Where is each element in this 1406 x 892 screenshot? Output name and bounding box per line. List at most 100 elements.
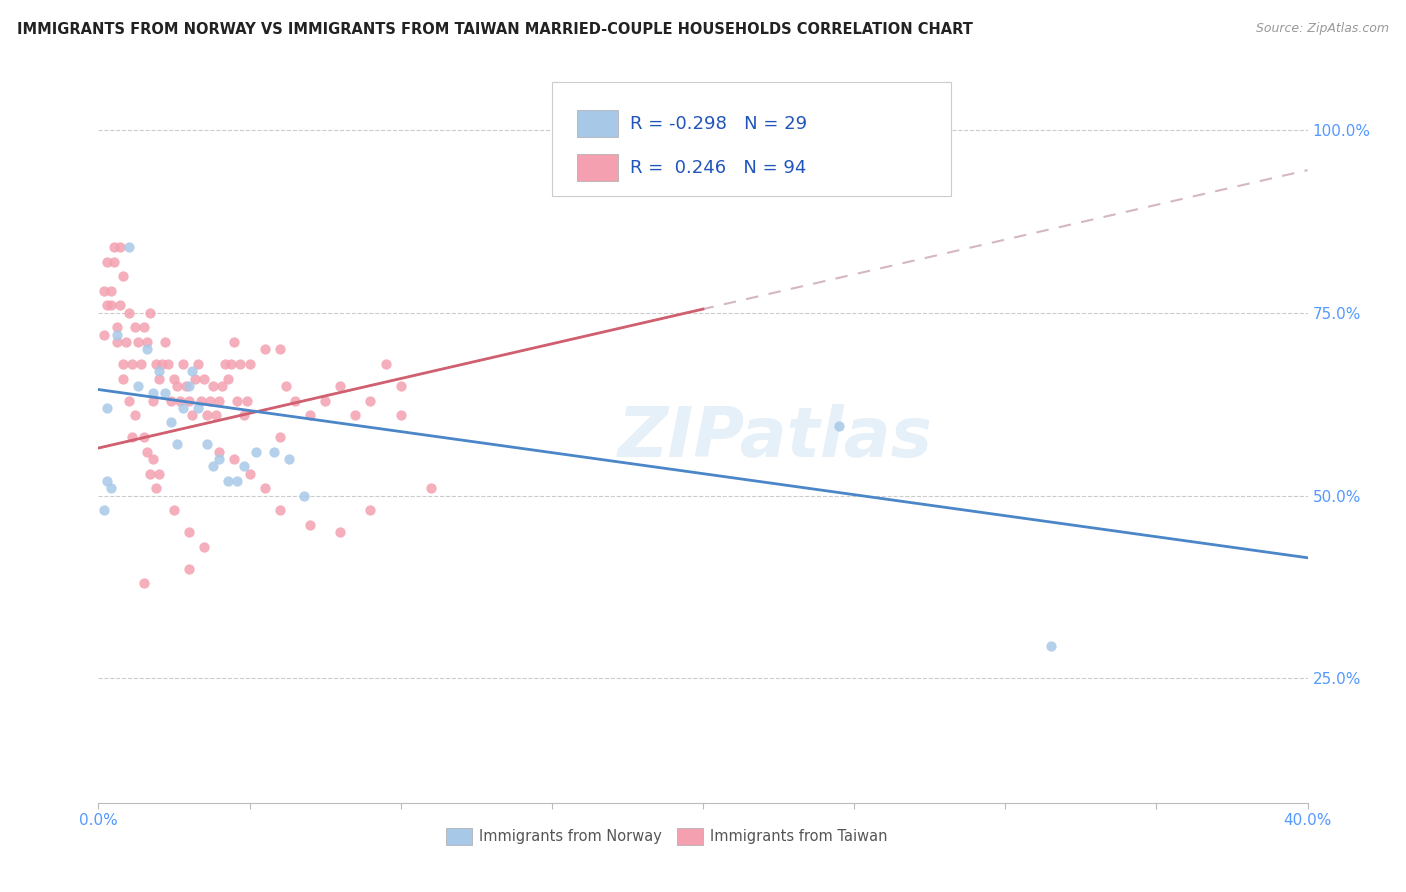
Point (132, 430, 155, 444)
Point (284, 393, 307, 408)
Point (100, 298, 122, 312)
Point (172, 357, 194, 371)
Point (105, 334, 128, 349)
Point (160, 393, 183, 408)
Point (202, 379, 225, 393)
Point (148, 467, 170, 481)
Point (139, 306, 162, 320)
Point (96, 474, 118, 488)
Point (124, 320, 146, 334)
Point (389, 408, 412, 422)
Point (389, 379, 412, 393)
Point (374, 357, 396, 371)
Point (235, 393, 257, 408)
Point (96, 401, 118, 415)
Point (195, 437, 218, 451)
Legend: Immigrants from Norway, Immigrants from Taiwan: Immigrants from Norway, Immigrants from … (440, 822, 894, 850)
Point (153, 334, 176, 349)
Point (96, 254, 118, 268)
Point (221, 357, 243, 371)
Point (148, 371, 170, 385)
Point (193, 371, 215, 385)
Point (114, 334, 136, 349)
Point (828, 419, 851, 434)
Point (100, 284, 122, 298)
Y-axis label: Married-couple Households: Married-couple Households (0, 337, 7, 537)
Point (253, 481, 276, 495)
Point (121, 430, 143, 444)
Point (226, 474, 249, 488)
Point (105, 327, 128, 342)
Point (121, 357, 143, 371)
Point (184, 371, 207, 385)
Point (169, 393, 191, 408)
FancyBboxPatch shape (578, 110, 619, 137)
Point (187, 401, 209, 415)
Point (344, 408, 367, 422)
Point (200, 393, 222, 408)
Point (111, 357, 134, 371)
Point (163, 371, 186, 385)
Point (160, 416, 183, 430)
Point (129, 357, 152, 371)
Point (139, 467, 162, 481)
Point (329, 379, 352, 393)
Point (100, 481, 122, 495)
Point (127, 379, 149, 393)
Point (142, 393, 165, 408)
Point (211, 379, 233, 393)
Point (232, 459, 254, 474)
Point (360, 393, 382, 408)
Point (205, 408, 228, 422)
Point (202, 459, 225, 474)
Point (269, 343, 291, 357)
Point (245, 444, 267, 458)
Point (292, 489, 315, 503)
Text: R = -0.298   N = 29: R = -0.298 N = 29 (630, 115, 807, 133)
Point (93, 284, 115, 298)
Point (111, 269, 134, 284)
Point (299, 517, 322, 532)
Point (132, 320, 155, 334)
Point (217, 371, 239, 385)
Point (329, 525, 352, 540)
FancyBboxPatch shape (551, 82, 950, 195)
Point (208, 452, 231, 467)
Point (179, 379, 201, 393)
Point (224, 452, 246, 467)
Point (103, 240, 125, 254)
Text: Source: ZipAtlas.com: Source: ZipAtlas.com (1256, 22, 1389, 36)
Point (208, 393, 231, 408)
Point (96, 298, 118, 312)
Point (150, 357, 173, 371)
Point (108, 240, 131, 254)
Point (239, 357, 262, 371)
Point (118, 393, 141, 408)
Point (226, 393, 249, 408)
Point (135, 334, 157, 349)
Text: ZIPatlas: ZIPatlas (619, 403, 934, 471)
Point (274, 379, 297, 393)
Point (142, 452, 165, 467)
Point (253, 343, 276, 357)
Point (174, 379, 197, 393)
Point (181, 408, 204, 422)
Point (118, 306, 141, 320)
Text: IMMIGRANTS FROM NORWAY VS IMMIGRANTS FROM TAIWAN MARRIED-COUPLE HOUSEHOLDS CORRE: IMMIGRANTS FROM NORWAY VS IMMIGRANTS FRO… (17, 22, 973, 37)
Point (166, 437, 188, 451)
Point (124, 408, 146, 422)
Point (239, 467, 262, 481)
Point (229, 357, 252, 371)
Point (208, 444, 231, 458)
Text: R =  0.246   N = 94: R = 0.246 N = 94 (630, 159, 807, 177)
Point (93, 503, 115, 517)
FancyBboxPatch shape (578, 154, 619, 181)
Point (156, 357, 179, 371)
Point (179, 562, 201, 576)
Point (135, 343, 157, 357)
Point (269, 430, 291, 444)
Point (214, 357, 236, 371)
Point (179, 393, 201, 408)
Point (105, 320, 128, 334)
Point (232, 408, 254, 422)
